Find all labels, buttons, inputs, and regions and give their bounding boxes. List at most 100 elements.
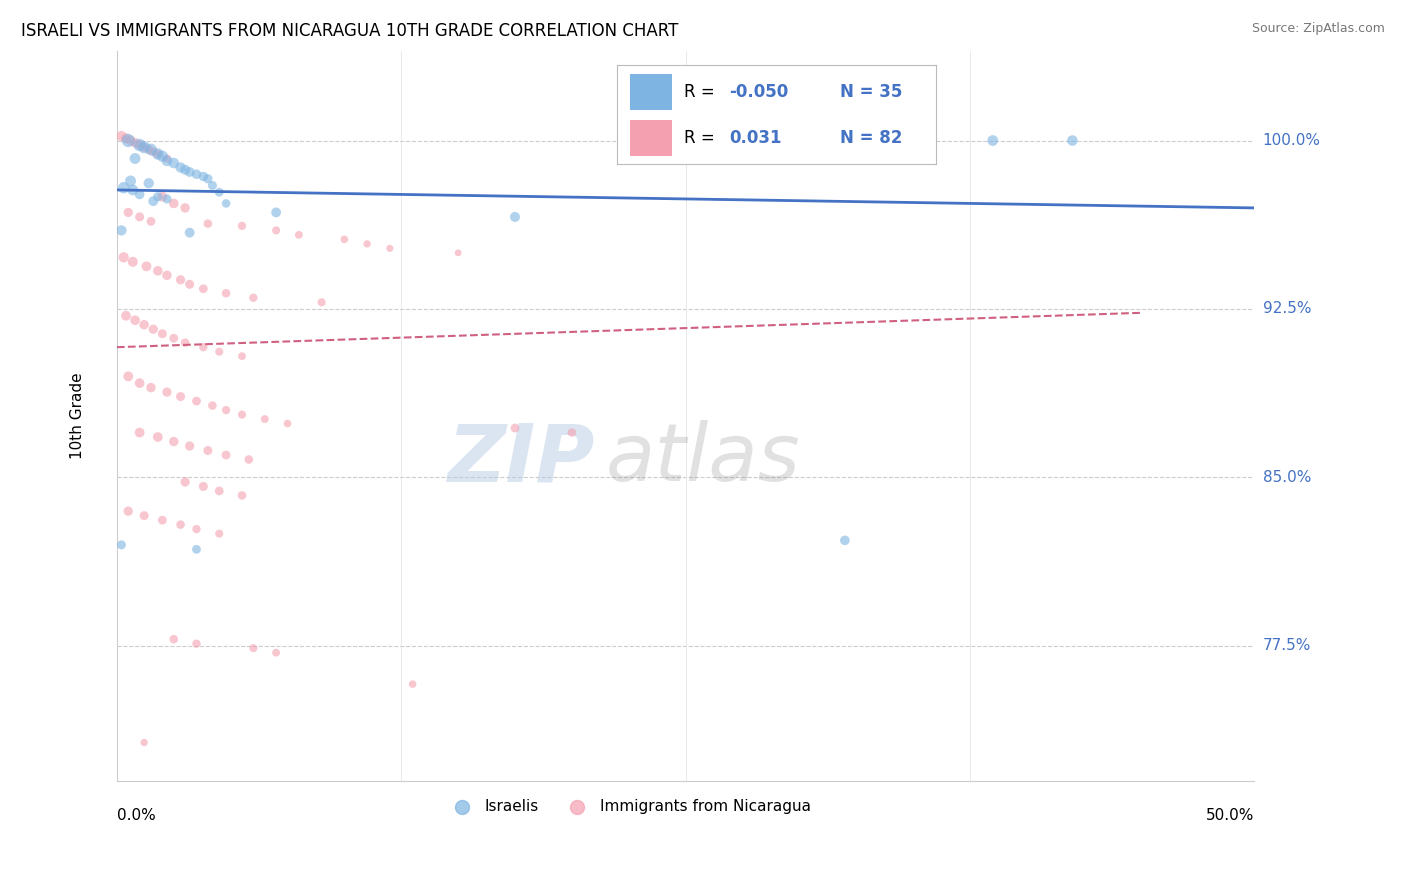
Point bbox=[163, 196, 186, 211]
Point bbox=[134, 318, 156, 332]
Point bbox=[193, 169, 215, 184]
Point bbox=[215, 448, 238, 462]
Point bbox=[238, 452, 260, 467]
Point bbox=[179, 165, 201, 179]
Point bbox=[174, 162, 197, 177]
Point bbox=[215, 403, 238, 417]
Point bbox=[356, 236, 378, 251]
Point bbox=[215, 196, 238, 211]
Point bbox=[163, 632, 186, 647]
Point bbox=[146, 147, 169, 161]
Point bbox=[110, 129, 132, 144]
Point bbox=[139, 381, 162, 395]
Point bbox=[117, 504, 139, 518]
Point bbox=[112, 180, 135, 194]
Point bbox=[120, 134, 142, 148]
Point bbox=[208, 526, 231, 541]
Point bbox=[128, 138, 150, 153]
Point bbox=[134, 140, 156, 154]
Point bbox=[146, 430, 169, 444]
Point bbox=[134, 735, 156, 749]
Point bbox=[186, 522, 208, 536]
Point bbox=[401, 677, 423, 691]
Point bbox=[201, 399, 224, 413]
Point bbox=[215, 286, 238, 301]
Point bbox=[120, 174, 142, 188]
Point bbox=[124, 313, 146, 327]
Text: 77.5%: 77.5% bbox=[1263, 639, 1310, 654]
Point bbox=[156, 385, 179, 400]
Point bbox=[163, 331, 186, 345]
Point bbox=[150, 326, 173, 341]
Point bbox=[139, 214, 162, 228]
Point bbox=[186, 542, 208, 557]
Point bbox=[201, 178, 224, 193]
Point bbox=[156, 268, 179, 283]
Point bbox=[128, 187, 150, 202]
Point bbox=[115, 309, 138, 323]
Point bbox=[138, 176, 160, 190]
Text: 100.0%: 100.0% bbox=[1263, 133, 1320, 148]
Point bbox=[142, 194, 165, 209]
Point bbox=[288, 227, 311, 242]
Point bbox=[208, 185, 231, 199]
Point bbox=[128, 376, 150, 391]
Point bbox=[135, 260, 157, 274]
Point bbox=[264, 205, 287, 219]
Point bbox=[169, 517, 191, 532]
Point bbox=[169, 273, 191, 287]
Point bbox=[264, 646, 287, 660]
Point bbox=[110, 538, 132, 552]
Point bbox=[112, 250, 135, 264]
Point bbox=[193, 340, 215, 354]
Point bbox=[128, 210, 150, 224]
Point bbox=[117, 369, 139, 384]
Point bbox=[197, 171, 219, 186]
Point bbox=[163, 156, 186, 170]
Point bbox=[117, 134, 139, 148]
Point bbox=[186, 637, 208, 651]
Point bbox=[163, 434, 186, 449]
Point bbox=[156, 152, 179, 166]
Point bbox=[447, 245, 470, 260]
Point bbox=[174, 475, 197, 489]
Point bbox=[146, 147, 169, 161]
Point bbox=[242, 291, 264, 305]
Point bbox=[264, 223, 287, 237]
Point bbox=[117, 205, 139, 219]
Text: ISRAELI VS IMMIGRANTS FROM NICARAGUA 10TH GRADE CORRELATION CHART: ISRAELI VS IMMIGRANTS FROM NICARAGUA 10T… bbox=[21, 22, 679, 40]
Legend: Israelis, Immigrants from Nicaragua: Israelis, Immigrants from Nicaragua bbox=[440, 793, 817, 821]
Point bbox=[150, 149, 173, 163]
Point bbox=[561, 425, 583, 440]
Text: 50.0%: 50.0% bbox=[1206, 808, 1254, 823]
Point bbox=[142, 145, 165, 159]
Point bbox=[128, 425, 150, 440]
Point bbox=[186, 167, 208, 181]
Point bbox=[208, 483, 231, 498]
Point bbox=[193, 282, 215, 296]
Text: atlas: atlas bbox=[606, 420, 801, 499]
Point bbox=[231, 349, 253, 363]
Text: 10th Grade: 10th Grade bbox=[69, 372, 84, 459]
Point bbox=[174, 201, 197, 215]
Text: 92.5%: 92.5% bbox=[1263, 301, 1312, 317]
Point bbox=[174, 335, 197, 350]
Point bbox=[333, 232, 356, 246]
Point bbox=[179, 277, 201, 292]
Point bbox=[146, 189, 169, 203]
Point bbox=[124, 136, 146, 150]
Text: 85.0%: 85.0% bbox=[1263, 470, 1310, 485]
Point bbox=[156, 192, 179, 206]
Point bbox=[128, 138, 150, 153]
Point bbox=[110, 223, 132, 237]
Point bbox=[253, 412, 276, 426]
Point bbox=[138, 143, 160, 157]
Point bbox=[121, 255, 143, 269]
Point bbox=[503, 210, 526, 224]
Point bbox=[142, 322, 165, 336]
Point bbox=[121, 183, 143, 197]
Point bbox=[134, 508, 156, 523]
Point bbox=[231, 219, 253, 233]
Point bbox=[150, 189, 173, 203]
Point bbox=[139, 143, 162, 157]
